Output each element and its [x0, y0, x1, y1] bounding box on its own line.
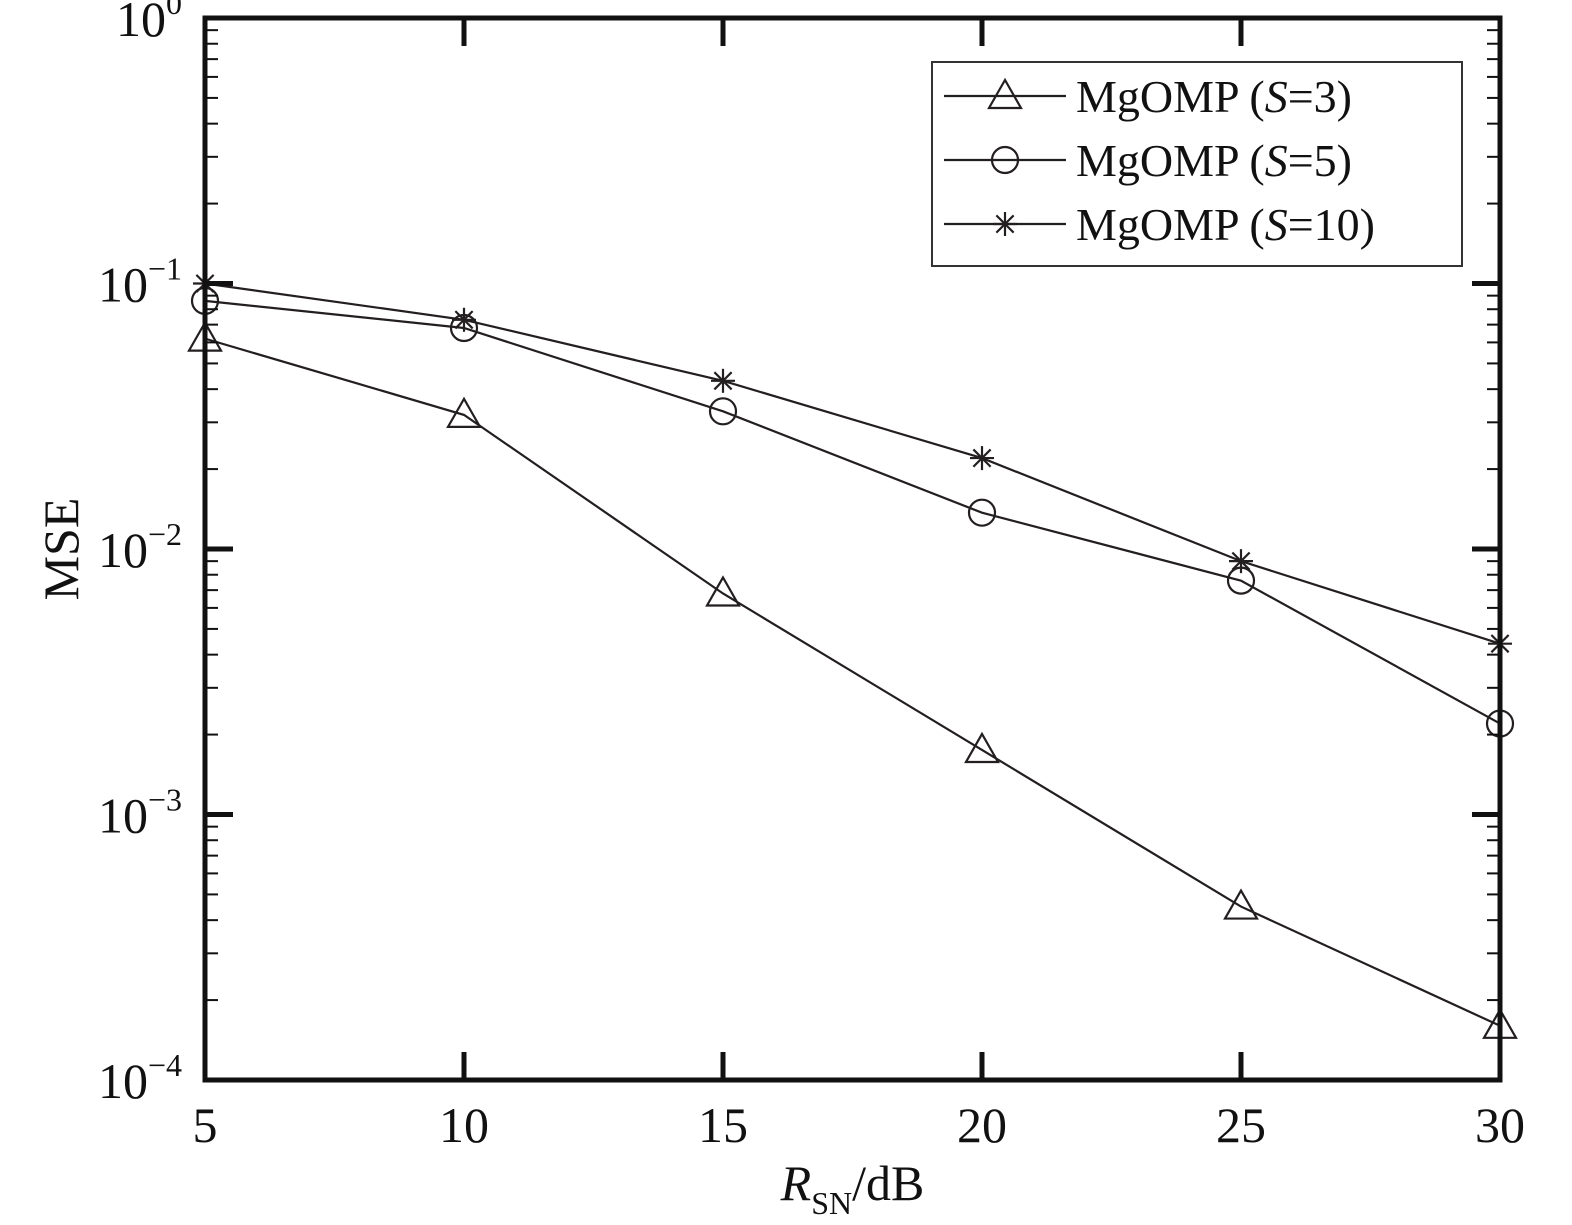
y-tick-label: 100: [116, 0, 182, 47]
data-point-triangle: [705, 575, 741, 607]
legend-label: MgOMP (S=3): [1076, 71, 1352, 122]
series-line: [204, 337, 1501, 1027]
y-tick-label: 10−1: [98, 251, 182, 313]
x-tick-label: 25: [1216, 1097, 1266, 1153]
data-point-star: [970, 446, 994, 471]
legend-label: MgOMP (S=10): [1076, 199, 1375, 250]
x-axis-title: RSN/dB: [780, 1155, 925, 1221]
legend-entry: MgOMP (S=3): [944, 71, 1352, 122]
legend-marker-circle: [990, 145, 1020, 175]
y-tick-label: 10−4: [98, 1047, 182, 1109]
series-circle: [190, 286, 1515, 738]
x-tick-label: 20: [957, 1097, 1007, 1153]
series-star: [193, 271, 1512, 656]
legend-label: MgOMP (S=5): [1076, 135, 1352, 186]
data-point-circle: [967, 498, 997, 527]
x-tick-label: 15: [698, 1097, 748, 1153]
legend-entry: MgOMP (S=10): [944, 199, 1375, 250]
data-point-triangle: [446, 396, 482, 428]
data-point-triangle: [1223, 888, 1259, 920]
series-line: [204, 299, 1501, 725]
x-tick-label: 5: [193, 1097, 218, 1153]
legend: MgOMP (S=3) MgOMP (S=5) MgOMP (S=10): [931, 61, 1463, 267]
y-tick-label: 10−3: [98, 782, 182, 844]
legend-marker-star: [993, 212, 1017, 236]
x-tick-label: 30: [1475, 1097, 1525, 1153]
data-point-star: [1229, 549, 1253, 574]
axes-layer: [202, 15, 1503, 1083]
labels-layer: 5 10 15 20 25 30 100 10−1 10−2 10−3 10−4 RSN/dB MSE: [33, 0, 1525, 1221]
data-point-triangle: [964, 731, 1000, 764]
data-point-star: [711, 368, 735, 393]
series-layer: [187, 271, 1518, 1039]
y-tick-label: 10−2: [98, 516, 182, 578]
x-tick-label: 10: [439, 1097, 489, 1153]
series-line: [204, 282, 1501, 645]
y-axis-title: MSE: [33, 498, 89, 601]
legend-entry: MgOMP (S=5): [944, 135, 1352, 186]
data-point-star: [452, 307, 476, 332]
data-point-circle: [708, 397, 738, 426]
legend-marker-triangle: [987, 77, 1023, 110]
